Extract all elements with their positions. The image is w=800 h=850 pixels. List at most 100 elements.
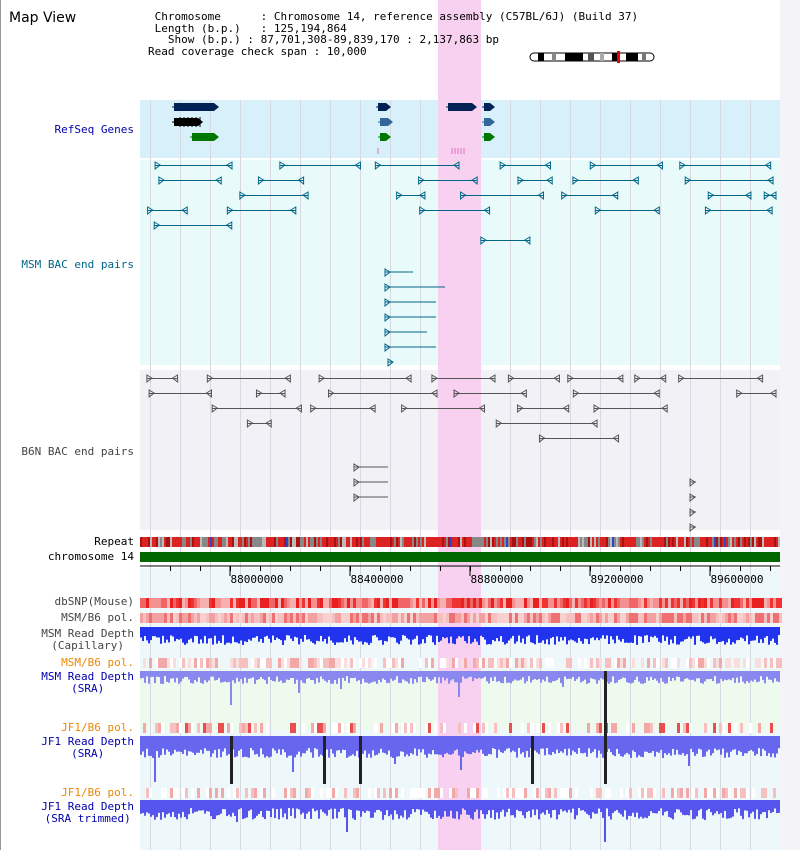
dbsnp-cell [551,598,554,608]
jf1-pol-cell [185,723,188,733]
jf1-sra-depth-bar [270,736,272,757]
msm-capillary-depth-bar [294,627,296,637]
msm-sra-depth-bar [142,671,144,678]
msm-sra-depth-bar [656,671,658,681]
jf1-trimmed-depth-bar [458,800,460,820]
track-label-jf1-b6-pol-2[interactable]: JF1/B6 pol. [61,786,134,799]
msm-b6-pol-cell [428,613,431,623]
msm-sra-depth-bar [416,671,418,683]
jf1-trimmed-depth-bar [396,800,398,815]
track-label-msm-b6-pol-2[interactable]: MSM/B6 pol. [61,656,134,669]
msm-sra-depth-bar [654,671,656,679]
track-label-msm-depth-sra[interactable]: MSM Read Depth (SRA) [41,671,134,695]
jf1-sra-depth-bar [200,736,202,750]
dbsnp-cell [479,598,482,608]
jf1-pol-cell [191,723,194,733]
msm-b6-pol-cell [587,613,590,623]
msm-capillary-depth-bar [768,627,770,645]
msm-b6-pol-cell [449,613,452,623]
jf1-pol2-cell [413,788,416,798]
msm-b6-pol-cell [347,613,350,623]
jf1-trimmed-depth-bar [232,800,234,813]
msm-capillary-depth-bar [532,627,534,643]
msm-capillary-depth-bar [774,627,776,643]
msm-sra-depth-bar [706,671,708,680]
msm-capillary-depth-bar [696,627,698,636]
track-label-repeat[interactable]: Repeat [94,535,134,548]
msm-b6-pol-cell [617,613,620,623]
jf1-trimmed-depth-bar [358,800,360,811]
track-label-jf1-depth-trimmed[interactable]: JF1 Read Depth (SRA trimmed) [41,801,134,825]
track-label-jf1-b6-pol[interactable]: JF1/B6 pol. [61,721,134,734]
msm-sra-depth-bar [702,671,704,684]
msm-sra-depth-bar [752,671,754,682]
jf1-trimmed-depth-bar [258,800,260,814]
msm-b6-pol2-cell [503,658,506,668]
msm-b6-pol-cell [338,613,341,623]
jf1-pol2-cell [713,788,716,798]
msm-b6-pol-cell [236,613,239,623]
track-label-msm-bac[interactable]: MSM BAC end pairs [21,258,134,271]
dbsnp-cell [560,598,563,608]
msm-b6-pol-cell [455,613,458,623]
msm-sra-depth-bar [642,671,644,684]
msm-b6-pol2-cell [500,658,503,668]
repeat-segment [662,537,664,547]
msm-b6-pol-cell [533,613,536,623]
repeat-segment [730,537,732,547]
msm-b6-pol-cell [623,613,626,623]
msm-sra-depth-bar [380,671,382,683]
jf1-trimmed-depth-bar [404,800,406,811]
jf1-trimmed-depth-bar [272,800,274,809]
repeat-segment [484,537,486,547]
jf1-sra-depth-bar [282,736,284,750]
msm-b6-pol2-cell [350,658,353,668]
msm-capillary-depth-bar [680,627,682,642]
b6n-bac-end-marker [572,389,580,399]
msm-bac-end-marker [239,191,246,201]
track-label-b6n-bac[interactable]: B6N BAC end pairs [21,445,134,458]
dbsnp-cell [416,598,419,608]
jf1-pol2-cell [263,788,266,798]
msm-capillary-depth-bar [258,627,260,642]
msm-sra-depth-bar [774,671,776,679]
track-label-msm-depth-sra-line2: (SRA) [71,682,105,695]
msm-capillary-depth-bar [638,627,640,637]
msm-b6-pol-cell [572,613,575,623]
track-label-chromosome[interactable]: chromosome 14 [47,550,134,563]
jf1-pol2-cell [626,788,629,798]
msm-b6-pol2-cell [704,658,707,668]
track-label-msm-b6-pol[interactable]: MSM/B6 pol. [61,611,134,624]
axis-tick-label: 88800000 [471,573,524,586]
jf1-pol-cell [536,723,539,733]
track-label-msm-depth-capillary[interactable]: MSM Read Depth (Capillary) [41,628,134,652]
track-label-dbsnp[interactable]: dbSNP(Mouse) [54,595,134,608]
jf1-sra-depth-bar [770,736,772,758]
msm-sra-depth-bar [450,671,452,681]
msm-sra-depth-bar [296,671,298,680]
msm-capillary-depth-bar [332,627,334,643]
track-label-refseq[interactable]: RefSeq Genes [54,123,134,136]
jf1-trimmed-depth-bar [492,800,494,810]
msm-sra-depth-bar [590,671,592,679]
jf1-sra-depth-bar [288,736,290,756]
jf1-trimmed-depth-bar [394,800,396,811]
dbsnp-cell [149,598,152,608]
repeat-segment [776,537,778,547]
dbsnp-cell [710,598,713,608]
msm-b6-pol2-cell [698,658,701,668]
msm-sra-depth-bar [664,671,666,684]
repeat-segment [158,537,160,547]
jf1-trimmed-depth-bar [518,800,520,812]
jf1-sra-depth-bar [720,736,722,755]
track-label-jf1-depth-sra[interactable]: JF1 Read Depth (SRA) [41,736,134,760]
jf1-trimmed-depth-bar [254,800,256,819]
msm-capillary-depth-bar [362,627,364,645]
msm-capillary-depth-bar [688,627,690,637]
msm-sra-depth-bar [426,671,428,677]
jf1-sra-depth-bar [710,736,712,756]
jf1-sra-depth-bar [534,736,536,751]
dbsnp-cell [758,598,761,608]
jf1-trimmed-depth-bar [674,800,676,813]
